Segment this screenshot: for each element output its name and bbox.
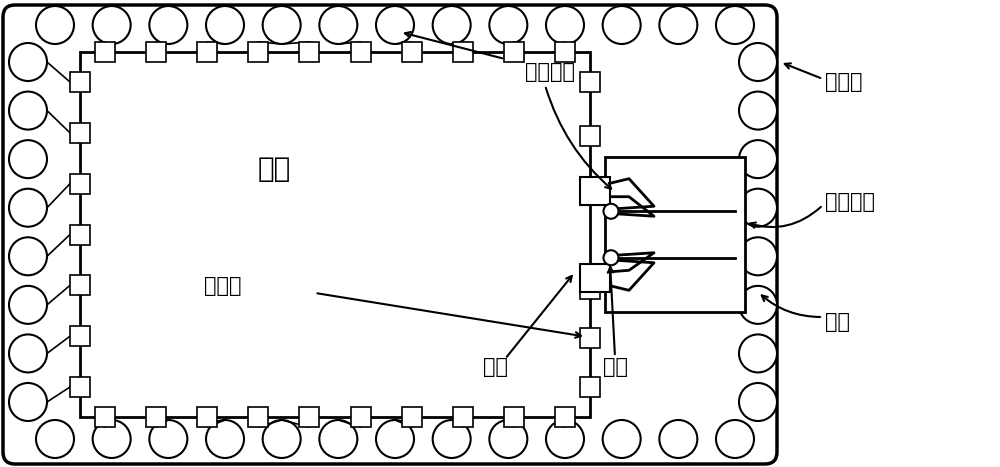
Circle shape xyxy=(546,420,584,458)
Bar xyxy=(580,72,600,92)
Bar xyxy=(197,407,217,427)
Circle shape xyxy=(9,286,47,324)
Circle shape xyxy=(604,204,618,219)
Bar xyxy=(580,377,600,397)
Circle shape xyxy=(604,250,618,265)
Circle shape xyxy=(546,6,584,44)
Bar xyxy=(95,42,115,62)
Circle shape xyxy=(376,6,414,44)
Text: 重布线层: 重布线层 xyxy=(525,62,575,82)
Bar xyxy=(453,407,473,427)
Bar xyxy=(197,42,217,62)
Circle shape xyxy=(603,6,641,44)
Circle shape xyxy=(93,6,131,44)
Bar xyxy=(555,407,575,427)
Circle shape xyxy=(36,6,74,44)
Text: 连接端: 连接端 xyxy=(204,276,242,296)
Circle shape xyxy=(9,92,47,129)
Bar xyxy=(95,407,115,427)
Circle shape xyxy=(489,6,527,44)
Bar xyxy=(351,42,371,62)
Circle shape xyxy=(433,6,471,44)
Bar xyxy=(248,42,268,62)
Bar xyxy=(555,42,575,62)
Circle shape xyxy=(36,420,74,458)
Circle shape xyxy=(739,43,777,81)
Circle shape xyxy=(319,420,357,458)
Text: 馈线: 馈线 xyxy=(482,357,508,377)
Circle shape xyxy=(263,6,301,44)
Bar xyxy=(580,127,600,146)
Bar xyxy=(580,279,600,299)
Bar xyxy=(146,407,166,427)
Text: 封装层: 封装层 xyxy=(825,72,862,92)
Bar xyxy=(70,174,90,194)
Circle shape xyxy=(149,6,187,44)
Circle shape xyxy=(739,92,777,129)
Circle shape xyxy=(376,420,414,458)
Bar xyxy=(580,328,600,348)
Circle shape xyxy=(9,140,47,178)
Circle shape xyxy=(659,6,697,44)
Text: 焊球: 焊球 xyxy=(825,312,850,332)
Text: 封装天线: 封装天线 xyxy=(825,192,875,212)
Bar xyxy=(70,225,90,245)
Bar xyxy=(351,407,371,427)
Bar xyxy=(80,52,590,417)
Bar xyxy=(299,407,319,427)
Circle shape xyxy=(9,237,47,275)
Bar xyxy=(504,407,524,427)
Bar xyxy=(402,42,422,62)
Bar xyxy=(248,407,268,427)
Bar xyxy=(70,276,90,295)
Circle shape xyxy=(9,383,47,421)
Bar xyxy=(580,181,600,201)
Circle shape xyxy=(319,6,357,44)
Circle shape xyxy=(659,420,697,458)
Circle shape xyxy=(603,420,641,458)
Circle shape xyxy=(739,334,777,372)
Circle shape xyxy=(9,43,47,81)
Circle shape xyxy=(739,140,777,178)
Text: 过孔: 过孔 xyxy=(602,357,628,377)
Circle shape xyxy=(9,189,47,226)
Text: 芯片: 芯片 xyxy=(257,155,290,183)
Circle shape xyxy=(716,420,754,458)
Circle shape xyxy=(739,286,777,324)
Bar xyxy=(605,157,745,312)
Circle shape xyxy=(489,420,527,458)
Circle shape xyxy=(149,420,187,458)
Bar xyxy=(299,42,319,62)
Bar xyxy=(70,72,90,92)
Bar xyxy=(146,42,166,62)
Bar xyxy=(70,326,90,346)
Bar xyxy=(402,407,422,427)
FancyBboxPatch shape xyxy=(3,5,777,464)
Bar xyxy=(70,123,90,143)
Circle shape xyxy=(433,420,471,458)
Circle shape xyxy=(263,420,301,458)
Circle shape xyxy=(739,237,777,275)
Bar xyxy=(580,177,610,205)
Circle shape xyxy=(93,420,131,458)
Circle shape xyxy=(739,383,777,421)
Bar xyxy=(504,42,524,62)
Circle shape xyxy=(206,6,244,44)
Bar xyxy=(70,377,90,397)
Circle shape xyxy=(206,420,244,458)
Circle shape xyxy=(739,189,777,226)
Bar xyxy=(580,264,610,292)
Circle shape xyxy=(9,334,47,372)
Circle shape xyxy=(716,6,754,44)
Bar xyxy=(453,42,473,62)
